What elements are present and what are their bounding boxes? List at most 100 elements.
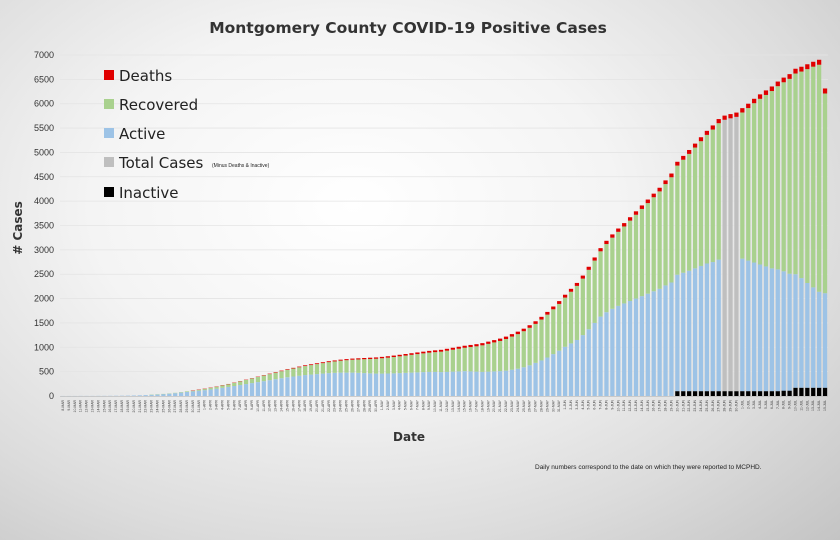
x-tick-label: 11-MAY	[439, 399, 443, 411]
bar-active	[438, 372, 444, 396]
bar-deaths	[651, 193, 656, 198]
legend-note-total-cases: (Minus Deaths & Inactive)	[212, 163, 270, 169]
bar-recovered	[303, 366, 308, 376]
bar-recovered	[805, 69, 810, 283]
bar-recovered	[214, 386, 219, 389]
x-tick-label: 26-JUN	[711, 399, 715, 411]
bar-deaths	[297, 366, 302, 368]
bar-recovered	[763, 94, 769, 267]
bar-recovered	[220, 385, 225, 388]
bar-inactive	[734, 391, 739, 396]
x-tick-label: 10-JUN	[616, 399, 620, 411]
bar-deaths	[409, 353, 414, 355]
x-tick-label: 27-MAR	[173, 399, 177, 412]
x-axis-title: Date	[393, 430, 425, 444]
bar-deaths	[397, 354, 402, 357]
bar-deaths	[793, 68, 798, 74]
bar-active	[586, 329, 591, 396]
x-tick-label: 29-MAR	[185, 399, 189, 412]
y-tick-label: 3000	[34, 245, 54, 255]
bar-active	[574, 339, 580, 396]
x-tick-label: 18-MAR	[120, 399, 124, 412]
bar-active	[799, 278, 804, 388]
legend-swatch-recovered	[104, 99, 114, 109]
bar-active	[184, 392, 190, 396]
bar-deaths	[308, 364, 314, 366]
y-tick-label: 7000	[34, 50, 54, 60]
legend-label-active: Active	[119, 125, 165, 143]
bar-active	[793, 274, 798, 388]
bar-inactive	[817, 387, 822, 396]
bar-deaths	[320, 362, 326, 364]
bar-active	[243, 384, 249, 396]
bar-inactive	[687, 391, 692, 396]
bar-active	[545, 357, 550, 396]
x-tick-label: 2-JUN	[569, 399, 573, 409]
x-tick-label: 9-MAR	[67, 399, 71, 410]
bar-active	[645, 293, 650, 396]
bar-active	[232, 386, 237, 396]
bar-active	[444, 371, 450, 396]
y-tick-label: 5000	[34, 147, 54, 157]
bar-active	[137, 395, 142, 396]
bar-active	[704, 263, 710, 392]
x-tick-label: 14-MAY	[457, 399, 461, 412]
bar-active	[692, 268, 698, 392]
bar-active	[498, 371, 503, 396]
x-tick-label: 28-JUN	[723, 399, 727, 411]
legend-swatch-deaths	[104, 70, 114, 80]
bar-deaths	[627, 217, 633, 221]
bar-deaths	[291, 367, 296, 369]
bar-deaths	[710, 125, 715, 130]
legend: Deaths Recovered Active Total Cases (Min…	[104, 67, 270, 202]
x-tick-label: 1-JUL	[740, 400, 744, 409]
bar-deaths	[444, 348, 450, 351]
bar-deaths	[622, 223, 627, 227]
x-tick-label: 9-JUN	[610, 399, 614, 409]
bar-recovered	[692, 147, 698, 269]
bar-recovered	[249, 378, 255, 384]
x-tick-label: 11-JUN	[622, 399, 626, 411]
bar-active	[580, 335, 585, 396]
x-tick-label: 27-MAY	[534, 399, 538, 412]
bar-active	[805, 282, 810, 388]
bar-recovered	[273, 372, 278, 380]
bar-inactive	[793, 387, 798, 396]
x-tick-label: 31-MAY	[557, 399, 561, 412]
x-tick-label: 20-MAR	[132, 399, 136, 412]
bar-deaths	[403, 354, 408, 356]
bar-recovered	[527, 327, 532, 366]
bar-deaths	[692, 143, 698, 148]
x-tick-label: 9-APR	[250, 399, 254, 410]
x-tick-label: 18-MAY	[480, 399, 484, 412]
bar-recovered	[533, 323, 538, 363]
bar-inactive	[746, 391, 751, 396]
bar-recovered	[308, 365, 314, 375]
bar-deaths	[716, 119, 721, 124]
x-tick-label: 17-JUN	[658, 399, 662, 411]
bar-deaths	[562, 294, 568, 298]
bar-inactive	[822, 387, 828, 396]
x-tick-label: 18-APR	[303, 399, 307, 411]
bar-inactive	[704, 391, 710, 396]
x-tick-label: 21-MAY	[498, 399, 502, 412]
bar-deaths	[326, 361, 331, 363]
bar-recovered	[698, 141, 704, 266]
bar-recovered	[645, 203, 650, 294]
x-tick-label: 2-JUL	[746, 400, 750, 409]
bar-active	[769, 268, 774, 392]
x-tick-label: 11-APR	[262, 399, 266, 411]
x-tick-label: 29-MAY	[545, 399, 549, 412]
bar-active	[202, 390, 207, 396]
bar-recovered	[415, 354, 420, 373]
x-tick-label: 8-MAY	[421, 399, 425, 410]
x-tick-label: 4-MAY	[398, 399, 402, 410]
x-tick-label: 16-MAY	[469, 399, 473, 412]
x-tick-label: 11-JUL	[799, 400, 803, 411]
bar-recovered	[651, 197, 656, 292]
x-tick-label: 5-MAY	[404, 399, 408, 410]
bar-recovered	[202, 388, 207, 391]
bar-recovered	[716, 123, 721, 260]
bar-recovered	[261, 375, 266, 382]
x-tick-label: 3-JUN	[575, 399, 579, 409]
